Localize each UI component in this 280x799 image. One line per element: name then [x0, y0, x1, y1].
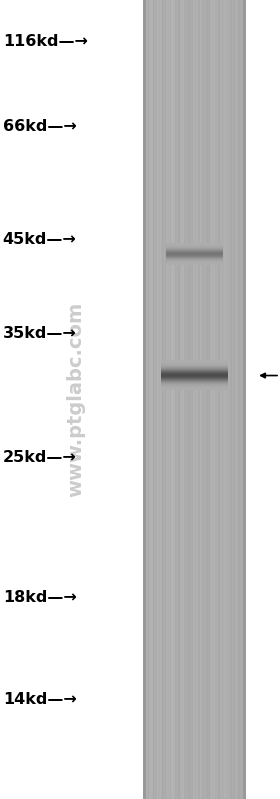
Bar	[191, 0, 192, 799]
Bar	[195, 0, 196, 799]
Bar	[215, 0, 217, 799]
Bar	[155, 0, 156, 799]
Bar	[158, 0, 160, 799]
Bar	[170, 0, 171, 799]
Bar	[202, 0, 204, 799]
Bar	[167, 0, 169, 799]
Bar	[206, 0, 207, 799]
Text: 66kd—→: 66kd—→	[3, 119, 76, 133]
Bar	[165, 0, 166, 799]
Bar	[189, 0, 191, 799]
Text: 35kd—→: 35kd—→	[3, 327, 76, 341]
Bar	[210, 0, 211, 799]
Bar	[160, 0, 161, 799]
Bar	[243, 0, 246, 799]
Bar	[152, 0, 153, 799]
Bar	[151, 0, 152, 799]
Bar	[178, 0, 179, 799]
Bar	[245, 0, 246, 799]
Bar	[162, 0, 164, 799]
Bar	[242, 0, 244, 799]
Bar	[196, 0, 197, 799]
Bar	[197, 0, 199, 799]
Bar	[143, 0, 246, 799]
Bar	[143, 0, 144, 799]
Bar	[211, 0, 213, 799]
Bar	[236, 0, 237, 799]
Bar	[157, 0, 158, 799]
Text: 14kd—→: 14kd—→	[3, 692, 76, 706]
Bar	[193, 0, 195, 799]
Bar	[143, 0, 146, 799]
Bar	[176, 0, 178, 799]
Bar	[184, 0, 186, 799]
Bar	[241, 0, 242, 799]
Bar	[174, 0, 175, 799]
Bar	[214, 0, 215, 799]
Bar	[180, 0, 182, 799]
Text: 45kd—→: 45kd—→	[3, 233, 76, 247]
Bar	[239, 0, 240, 799]
Bar	[192, 0, 193, 799]
Bar	[183, 0, 184, 799]
Bar	[147, 0, 148, 799]
Text: 116kd—→: 116kd—→	[3, 34, 88, 49]
Text: www.ptglabc.com: www.ptglabc.com	[66, 302, 85, 497]
Bar	[217, 0, 218, 799]
Bar	[153, 0, 155, 799]
Bar	[226, 0, 227, 799]
Text: 18kd—→: 18kd—→	[3, 590, 76, 605]
Bar	[186, 0, 187, 799]
Bar	[218, 0, 219, 799]
Bar	[149, 0, 151, 799]
Bar	[223, 0, 224, 799]
Bar	[227, 0, 228, 799]
Bar	[240, 0, 241, 799]
Bar	[204, 0, 205, 799]
Bar	[148, 0, 149, 799]
Bar	[205, 0, 206, 799]
Bar	[175, 0, 176, 799]
Bar	[213, 0, 214, 799]
Bar	[201, 0, 202, 799]
Bar	[230, 0, 231, 799]
Bar	[164, 0, 165, 799]
Bar	[209, 0, 210, 799]
Bar	[182, 0, 183, 799]
Bar	[221, 0, 222, 799]
Bar	[234, 0, 235, 799]
Bar	[144, 0, 145, 799]
Bar	[231, 0, 232, 799]
Text: 25kd—→: 25kd—→	[3, 450, 76, 464]
Bar	[171, 0, 172, 799]
Bar	[179, 0, 180, 799]
Bar	[237, 0, 239, 799]
Bar	[145, 0, 147, 799]
Bar	[207, 0, 209, 799]
Bar	[156, 0, 157, 799]
Bar	[161, 0, 162, 799]
Bar	[244, 0, 245, 799]
Bar	[166, 0, 167, 799]
Bar	[224, 0, 226, 799]
Bar	[188, 0, 189, 799]
Bar	[232, 0, 234, 799]
Bar	[219, 0, 220, 799]
Bar	[235, 0, 236, 799]
Bar	[172, 0, 174, 799]
Bar	[200, 0, 201, 799]
Bar	[169, 0, 170, 799]
Bar	[199, 0, 200, 799]
Bar	[222, 0, 223, 799]
Bar	[187, 0, 188, 799]
Bar	[228, 0, 230, 799]
